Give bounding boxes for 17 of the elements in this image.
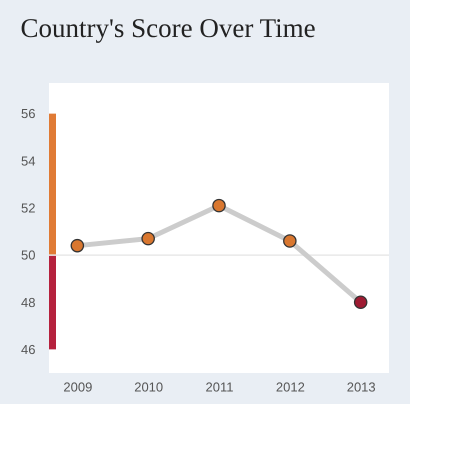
y-tick-label: 52 [21,200,36,216]
x-tick-label: 2012 [276,380,305,394]
point [141,232,155,246]
y-tick-label: 50 [21,248,36,263]
x-tick-label: 2010 [134,380,164,394]
point [354,296,368,310]
x-tick-label: 2011 [206,380,234,394]
x-tick-label: 2013 [346,380,376,394]
y-tick-label: 48 [21,294,36,310]
y-tick-label: 46 [21,342,36,357]
chart-title: Country's Score Over Time [20,13,316,43]
y-tick-label: 54 [21,153,36,168]
point [70,238,84,252]
y-tick-label: 56 [21,106,36,122]
x-tick-label: 2009 [63,380,92,394]
point [212,198,226,212]
point [283,234,297,248]
